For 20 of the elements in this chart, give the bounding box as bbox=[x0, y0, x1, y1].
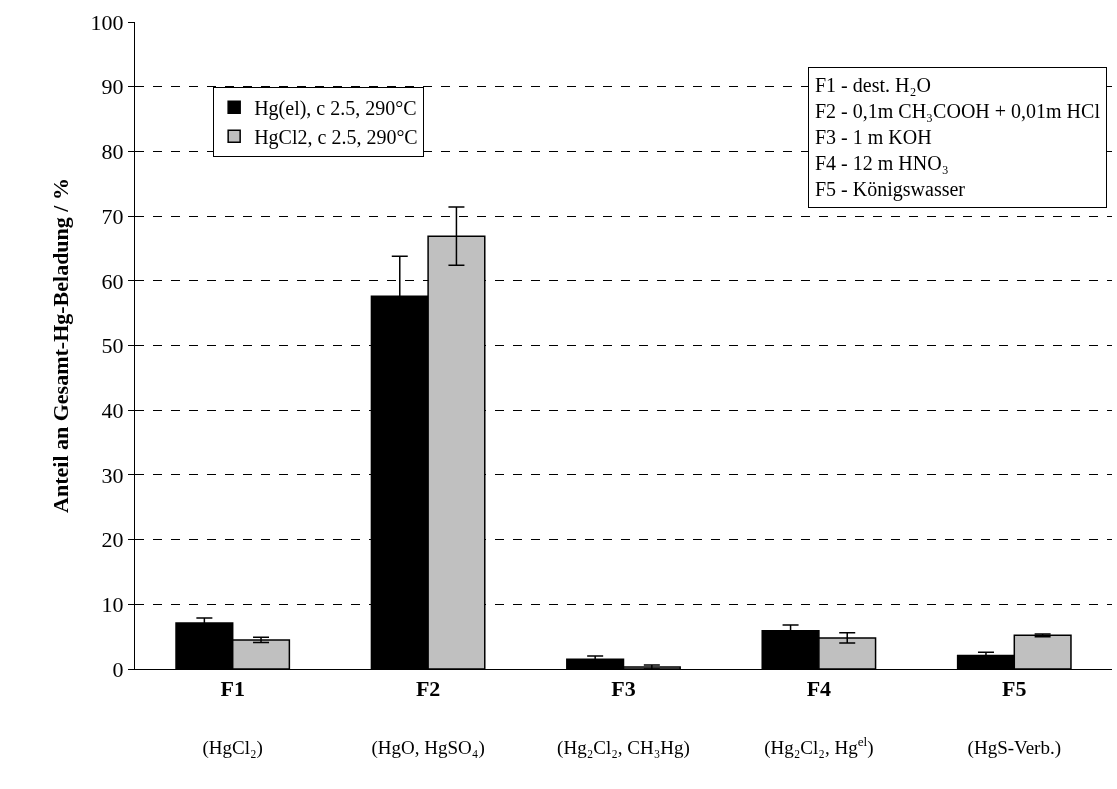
y-tick-label: 50 bbox=[101, 333, 124, 359]
y-tick-label: 100 bbox=[90, 9, 124, 35]
y-tick-label: 10 bbox=[101, 592, 124, 617]
legend-label: HgCl2, c 2.5, 290°C bbox=[254, 126, 418, 149]
y-tick-label: 60 bbox=[101, 268, 124, 294]
y-axis-title: Anteil an Gesamt-Hg-Beladung / % bbox=[48, 178, 74, 513]
y-tick-label: 80 bbox=[101, 139, 124, 165]
y-tick-label: 40 bbox=[101, 397, 124, 423]
y-tick-label: 20 bbox=[101, 527, 124, 553]
legend-label: Hg(el), c 2.5, 290°C bbox=[254, 97, 417, 120]
category-label: F3 (Hg₂Cl₂, CH₃Hg) bbox=[557, 676, 690, 758]
y-tick-label: 90 bbox=[101, 74, 124, 100]
y-tick-label: 30 bbox=[101, 462, 124, 488]
category-label: F1 (HgCl₂) bbox=[202, 676, 263, 758]
category-label: F2 (HgO, HgSO₄) bbox=[371, 676, 485, 758]
category-label: F4 (Hg₂Cl₂, Hg$^{el}$) bbox=[764, 676, 874, 758]
y-tick-label: 0 bbox=[112, 656, 124, 682]
y-tick-label: 70 bbox=[101, 203, 124, 229]
annotation: F1 - dest. H₂O F2 - 0,1m CH₃COOH + 0,01m HCl F3 - 1 m KOH F4 - 12 m HNO₃ F5 - Königswasser bbox=[815, 74, 1101, 201]
category-label: F5 (HgS-Verb.) bbox=[967, 676, 1061, 758]
